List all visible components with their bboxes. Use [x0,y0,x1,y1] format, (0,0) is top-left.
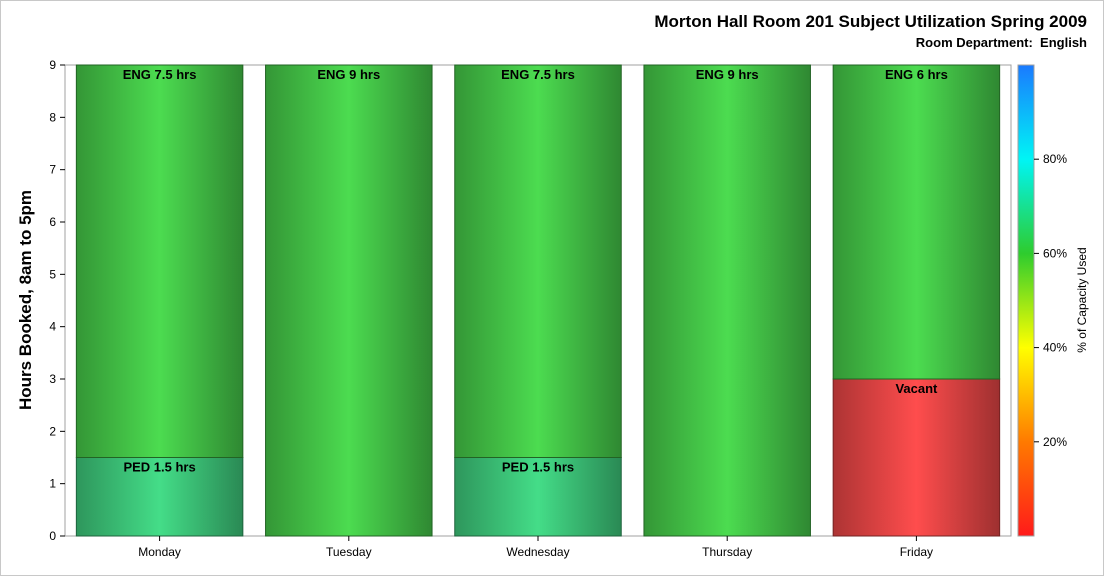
bar-segment-tuesday-0 [265,64,433,537]
y-tick-label: 1 [49,477,56,491]
bar-segment-wednesday-1 [454,64,622,458]
chart-subtitle: Room Department: English [916,35,1087,50]
bar-label: ENG 7.5 hrs [501,67,575,82]
bar-label: ENG 7.5 hrs [123,67,197,82]
y-tick-label: 0 [49,529,56,543]
bar-label: ENG 9 hrs [696,67,759,82]
bar-segment-friday-0 [832,378,1001,537]
subtitle-label: Room Department: [915,35,1033,50]
y-tick-label: 8 [49,110,56,124]
y-tick-label: 6 [49,215,56,229]
x-tick-label: Wednesday [506,545,569,559]
colorbar-tick-label: 20% [1043,435,1067,449]
y-tick-label: 2 [49,424,56,438]
y-axis-label: Hours Booked, 8am to 5pm [16,190,35,410]
y-tick-label: 7 [49,163,56,177]
colorbar-tick-label: 60% [1043,246,1067,260]
subtitle-value: English [1040,35,1087,50]
bar-label: ENG 6 hrs [885,67,948,82]
colorbar-ramp [1017,64,1035,537]
bars-layer: PED 1.5 hrs ENG 7.5 hrs ENG 9 hrs PED 1.5 h… [75,64,1001,537]
y-tick-label: 4 [49,320,56,334]
bar-segment-monday-0 [75,457,244,537]
bar-segment-friday-1 [832,64,1001,380]
y-tick-label: 9 [49,58,56,72]
axes-layer: Monday Tuesday Wednesday Thursday Friday 0 1 2 3… [49,58,933,559]
bar-label: Vacant [895,381,938,396]
bar-label: PED 1.5 hrs [123,460,195,475]
colorbar-tick-label: 80% [1043,152,1067,166]
bar-segment-thursday-0 [643,64,811,537]
chart-title: Morton Hall Room 201 Subject Utilization… [654,12,1087,31]
bar-label: PED 1.5 hrs [502,460,574,475]
colorbar-tick-label: 40% [1043,341,1067,355]
x-tick-label: Monday [138,545,181,559]
colorbar-label: % of Capacity Used [1075,247,1089,352]
bar-segment-wednesday-0 [454,457,622,537]
colorbar: 20% 40% 60% 80% [1017,64,1067,537]
y-tick-label: 3 [49,372,56,386]
bar-segment-monday-1 [75,64,244,458]
bar-label: ENG 9 hrs [317,67,380,82]
y-tick-label: 5 [49,267,56,281]
x-tick-label: Friday [900,545,933,559]
x-tick-label: Tuesday [326,545,372,559]
x-tick-label: Thursday [702,545,752,559]
